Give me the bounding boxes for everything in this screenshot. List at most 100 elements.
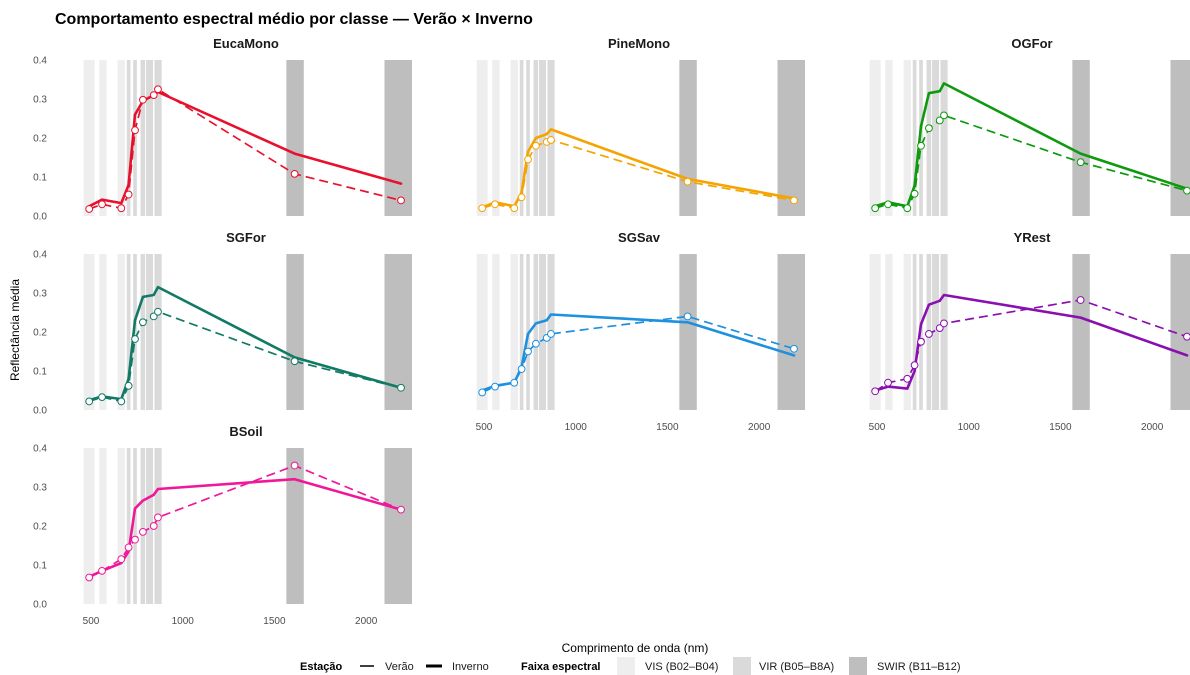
x-tick-label: 500 [83,616,100,627]
summer-point [98,200,106,209]
band-swir [777,254,805,410]
series-winter-line [873,82,1189,208]
summer-point [917,337,925,346]
band-vir [126,60,131,216]
summer-point [547,136,555,144]
summer-point [131,535,139,544]
summer-point [98,566,106,575]
band-vis [903,254,911,410]
band-vir [140,60,146,216]
summer-point [117,397,126,406]
summer-point [884,200,892,209]
series-summer-line [874,299,1188,393]
summer-point [517,193,526,202]
band-vir [912,60,917,216]
x-tick-label: 2000 [355,616,378,627]
summer-point [139,318,147,327]
summer-point [871,204,880,213]
summer-point [532,339,540,348]
summer-point [1183,186,1190,195]
series-winter-line [87,90,403,208]
panel-strip-title: OGFor [1011,36,1052,51]
band-vis [83,448,95,604]
summer-point [524,155,532,164]
summer-point [478,204,487,213]
summer-point [935,324,944,333]
summer-point [139,527,147,536]
summer-point [124,543,133,552]
summer-point [478,388,487,397]
band-swir [286,60,304,216]
band-vir [519,60,524,216]
y-tick-label: 0.0 [33,406,47,417]
summer-point [910,189,919,198]
legend: Estação Verão Inverno Faixa espectral VI… [300,657,961,675]
y-tick-label: 0.2 [33,134,47,145]
summer-point [940,319,948,328]
band-swir [1072,60,1090,216]
panel-sgsav: SGSav 500 1000 1500 2000 [476,230,805,433]
summer-point [510,378,519,387]
band-vis [885,254,893,410]
summer-point [117,204,126,213]
y-tick-label: 0.0 [33,212,47,223]
panel-bands [83,60,412,216]
band-vis [903,60,911,216]
summer-point [532,141,540,150]
y-tick-label: 0.4 [33,56,47,67]
band-swir [777,60,805,216]
y-tick-label: 0.3 [33,95,47,106]
summer-point [149,91,158,99]
summer-point [139,95,147,104]
summer-point [547,330,555,338]
band-vis [99,448,107,604]
summer-point [910,361,919,370]
band-vis [83,60,95,216]
band-vis [99,60,107,216]
band-vis [117,254,125,410]
band-vis [869,60,881,216]
summer-point [935,116,944,125]
y-tick-label: 0.1 [33,367,47,378]
band-vis [510,254,518,410]
band-vir [912,254,917,410]
band-vir [140,254,146,410]
band-swir [1072,254,1090,410]
series-winter-line [480,313,796,392]
x-tick-label: 500 [476,422,493,433]
summer-point [131,335,139,343]
chart-title: Comportamento espectral médio por classe… [55,11,533,28]
summer-point [124,381,133,390]
panel-bands [869,254,1190,410]
band-vis [83,254,95,410]
panel-strip-title: SGFor [226,230,266,245]
summer-point [85,205,94,213]
panel-sgfor: SGFor 0.0 0.1 0.2 0.3 0.4 [33,230,412,417]
x-tick-label: 1000 [172,616,195,627]
summer-point [517,365,526,373]
summer-point [149,522,158,530]
series-summer-line [481,139,795,210]
legend-vis-label: VIS (B02–B04) [645,661,718,673]
panel-bands [83,254,412,410]
summer-point [290,461,299,470]
legend-summer-label: Verão [385,661,414,673]
summer-point [925,330,933,338]
summer-point [1183,332,1190,341]
band-swir [1170,60,1190,216]
band-swir [384,448,412,604]
band-swir [1170,254,1190,410]
band-vis [869,254,881,410]
y-tick-label: 0.3 [33,289,47,300]
band-swir [679,60,697,216]
x-tick-label: 1500 [263,616,286,627]
summer-point [85,397,94,406]
x-tick-label: 2000 [1141,422,1164,433]
y-axis-title: Reflectância média [8,279,22,381]
x-tick-label: 1500 [656,422,679,433]
x-tick-label: 1500 [1049,422,1072,433]
summer-point [884,378,892,387]
series-winter-line [87,477,403,579]
legend-season-title: Estação [300,661,342,673]
series-summer-line [481,315,795,394]
